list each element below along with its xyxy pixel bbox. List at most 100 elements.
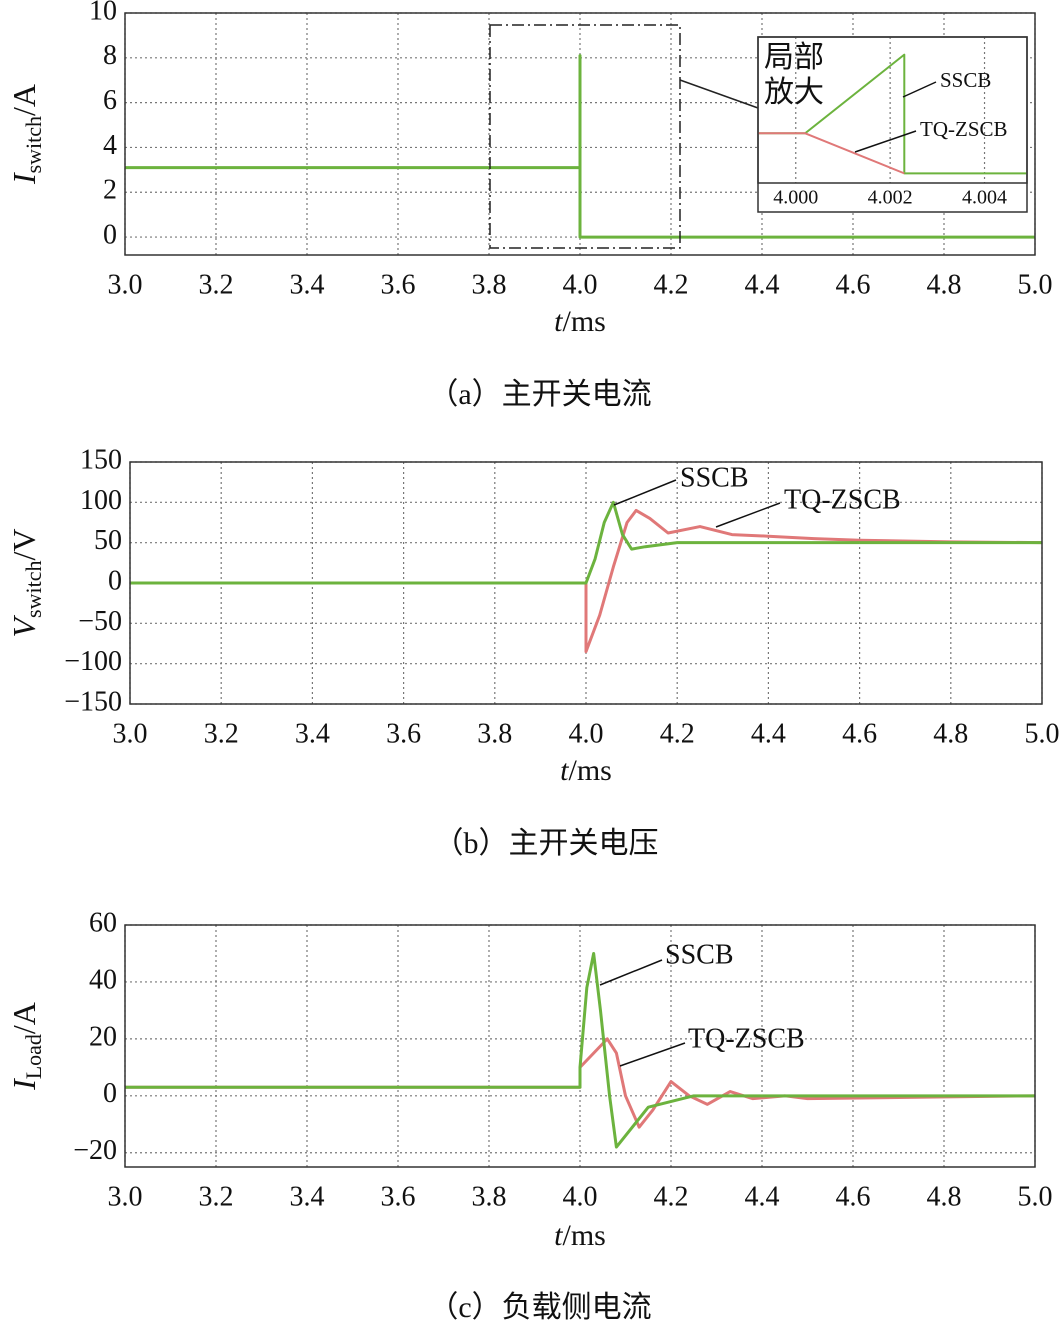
y-tick-label: 100 [80,485,122,516]
y-label-subscript: Load [21,1034,46,1079]
x-label-symbol: t [554,1219,563,1252]
x-tick-label: 3.4 [290,1181,325,1212]
y-tick-label: 40 [89,964,117,995]
x-tick-label: 4.2 [660,718,695,749]
x-tick-label: 4.4 [751,718,786,749]
x-label-unit: /ms [568,754,611,787]
y-label-symbol: V [6,615,42,638]
series-label: TQ-ZSCB [920,117,1008,141]
x-axis-label: t/ms [560,754,612,787]
y-label-symbol: I [6,172,42,185]
x-tick-label: 4.4 [745,269,780,300]
y-tick-label: 8 [103,40,117,71]
x-tick-label: 4.8 [927,1181,962,1212]
x-axis-label: t/ms [554,305,606,338]
x-tick-label: 5.0 [1025,718,1060,749]
series-line [130,508,1042,654]
y-axis-label: ILoad/A [6,1002,46,1091]
x-tick-label: 3.2 [199,1181,234,1212]
x-tick-label: 4.0 [569,718,604,749]
x-tick-label: 5.0 [1018,1181,1053,1212]
series-label: SSCB [665,939,734,970]
y-tick-label: 50 [94,525,122,556]
leader-line [715,502,781,528]
series-label: SSCB [680,462,749,493]
y-axis-label: Iswitch/A [6,84,46,185]
x-tick-label: 3.8 [472,1181,507,1212]
series-label: TQ-ZSCB [784,484,901,515]
x-tick-label: 3.8 [477,718,512,749]
x-tick-label: 4.6 [842,718,877,749]
x-tick-label: 4.6 [836,1181,871,1212]
series-label: SSCB [940,68,991,92]
y-tick-label: −50 [78,606,122,637]
y-label-subscript: switch [21,561,46,618]
x-label-unit: /ms [562,1219,605,1252]
x-tick-label: 4.4 [745,1181,780,1212]
leader-line [613,479,677,506]
y-tick-label: 6 [103,85,117,116]
x-axis-label: t/ms [554,1219,606,1252]
y-tick-label: 150 [80,444,122,475]
y-tick-label: 0 [108,565,122,596]
x-label-unit: /ms [562,305,605,338]
caption: （c）负载侧电流 [428,1291,651,1324]
leader-line [599,959,663,986]
zoom-leader [679,79,759,109]
plot-frame [757,36,1028,184]
y-tick-label: −20 [73,1135,117,1166]
x-tick-label: 3.6 [381,269,416,300]
y-tick-label: 0 [103,1078,117,1109]
y-tick-label: 20 [89,1021,117,1052]
x-tick-label: 4.8 [933,718,968,749]
series-line [130,500,1042,585]
inset-title: 局部 [764,41,824,74]
x-tick-label: 4.2 [654,269,689,300]
x-tick-label: 4.0 [563,1181,598,1212]
series-label: TQ-ZSCB [688,1023,805,1054]
y-tick-label: 0 [103,219,117,250]
caption: （a）主开关电流 [428,378,651,411]
y-label-unit: /V [6,529,42,561]
x-tick-label: 3.4 [295,718,330,749]
y-tick-label: −150 [64,686,122,717]
leader-line [902,81,937,98]
leader-line [854,130,917,153]
series-line [758,132,905,175]
x-tick-label: 4.6 [836,269,871,300]
caption: （b）主开关电压 [434,827,659,860]
series-line [125,54,1035,239]
plot-frame [129,461,1043,705]
x-tick-label: 3.0 [108,1181,143,1212]
inset-title: 放大 [764,76,824,109]
y-tick-label: 10 [89,0,117,26]
x-tick-label: 3.8 [472,269,507,300]
leader-line [619,1042,686,1067]
x-tick-label: 4.8 [927,269,962,300]
x-tick-label: 4.000 [773,187,818,209]
y-label-unit: /A [6,1002,42,1034]
x-tick-label: 4.2 [654,1181,689,1212]
y-label-unit: /A [6,84,42,116]
y-tick-label: 4 [103,130,117,161]
y-tick-label: −100 [64,646,122,677]
x-label-symbol: t [554,305,563,338]
series-line [125,1037,1035,1129]
x-tick-label: 3.0 [113,718,148,749]
plot-frame [124,924,1036,1168]
x-tick-label: 4.004 [962,187,1007,209]
x-tick-label: 5.0 [1018,269,1053,300]
y-label-symbol: I [6,1078,42,1091]
x-tick-label: 4.0 [563,269,598,300]
y-tick-label: 60 [89,907,117,938]
x-label-symbol: t [560,754,569,787]
y-tick-label: 2 [103,175,117,206]
x-tick-label: 3.4 [290,269,325,300]
x-tick-label: 3.2 [199,269,234,300]
plot-frame [124,12,1036,256]
x-tick-label: 3.0 [108,269,143,300]
zoom-box [489,24,681,249]
y-label-subscript: switch [21,116,46,173]
x-tick-label: 4.002 [868,187,913,209]
